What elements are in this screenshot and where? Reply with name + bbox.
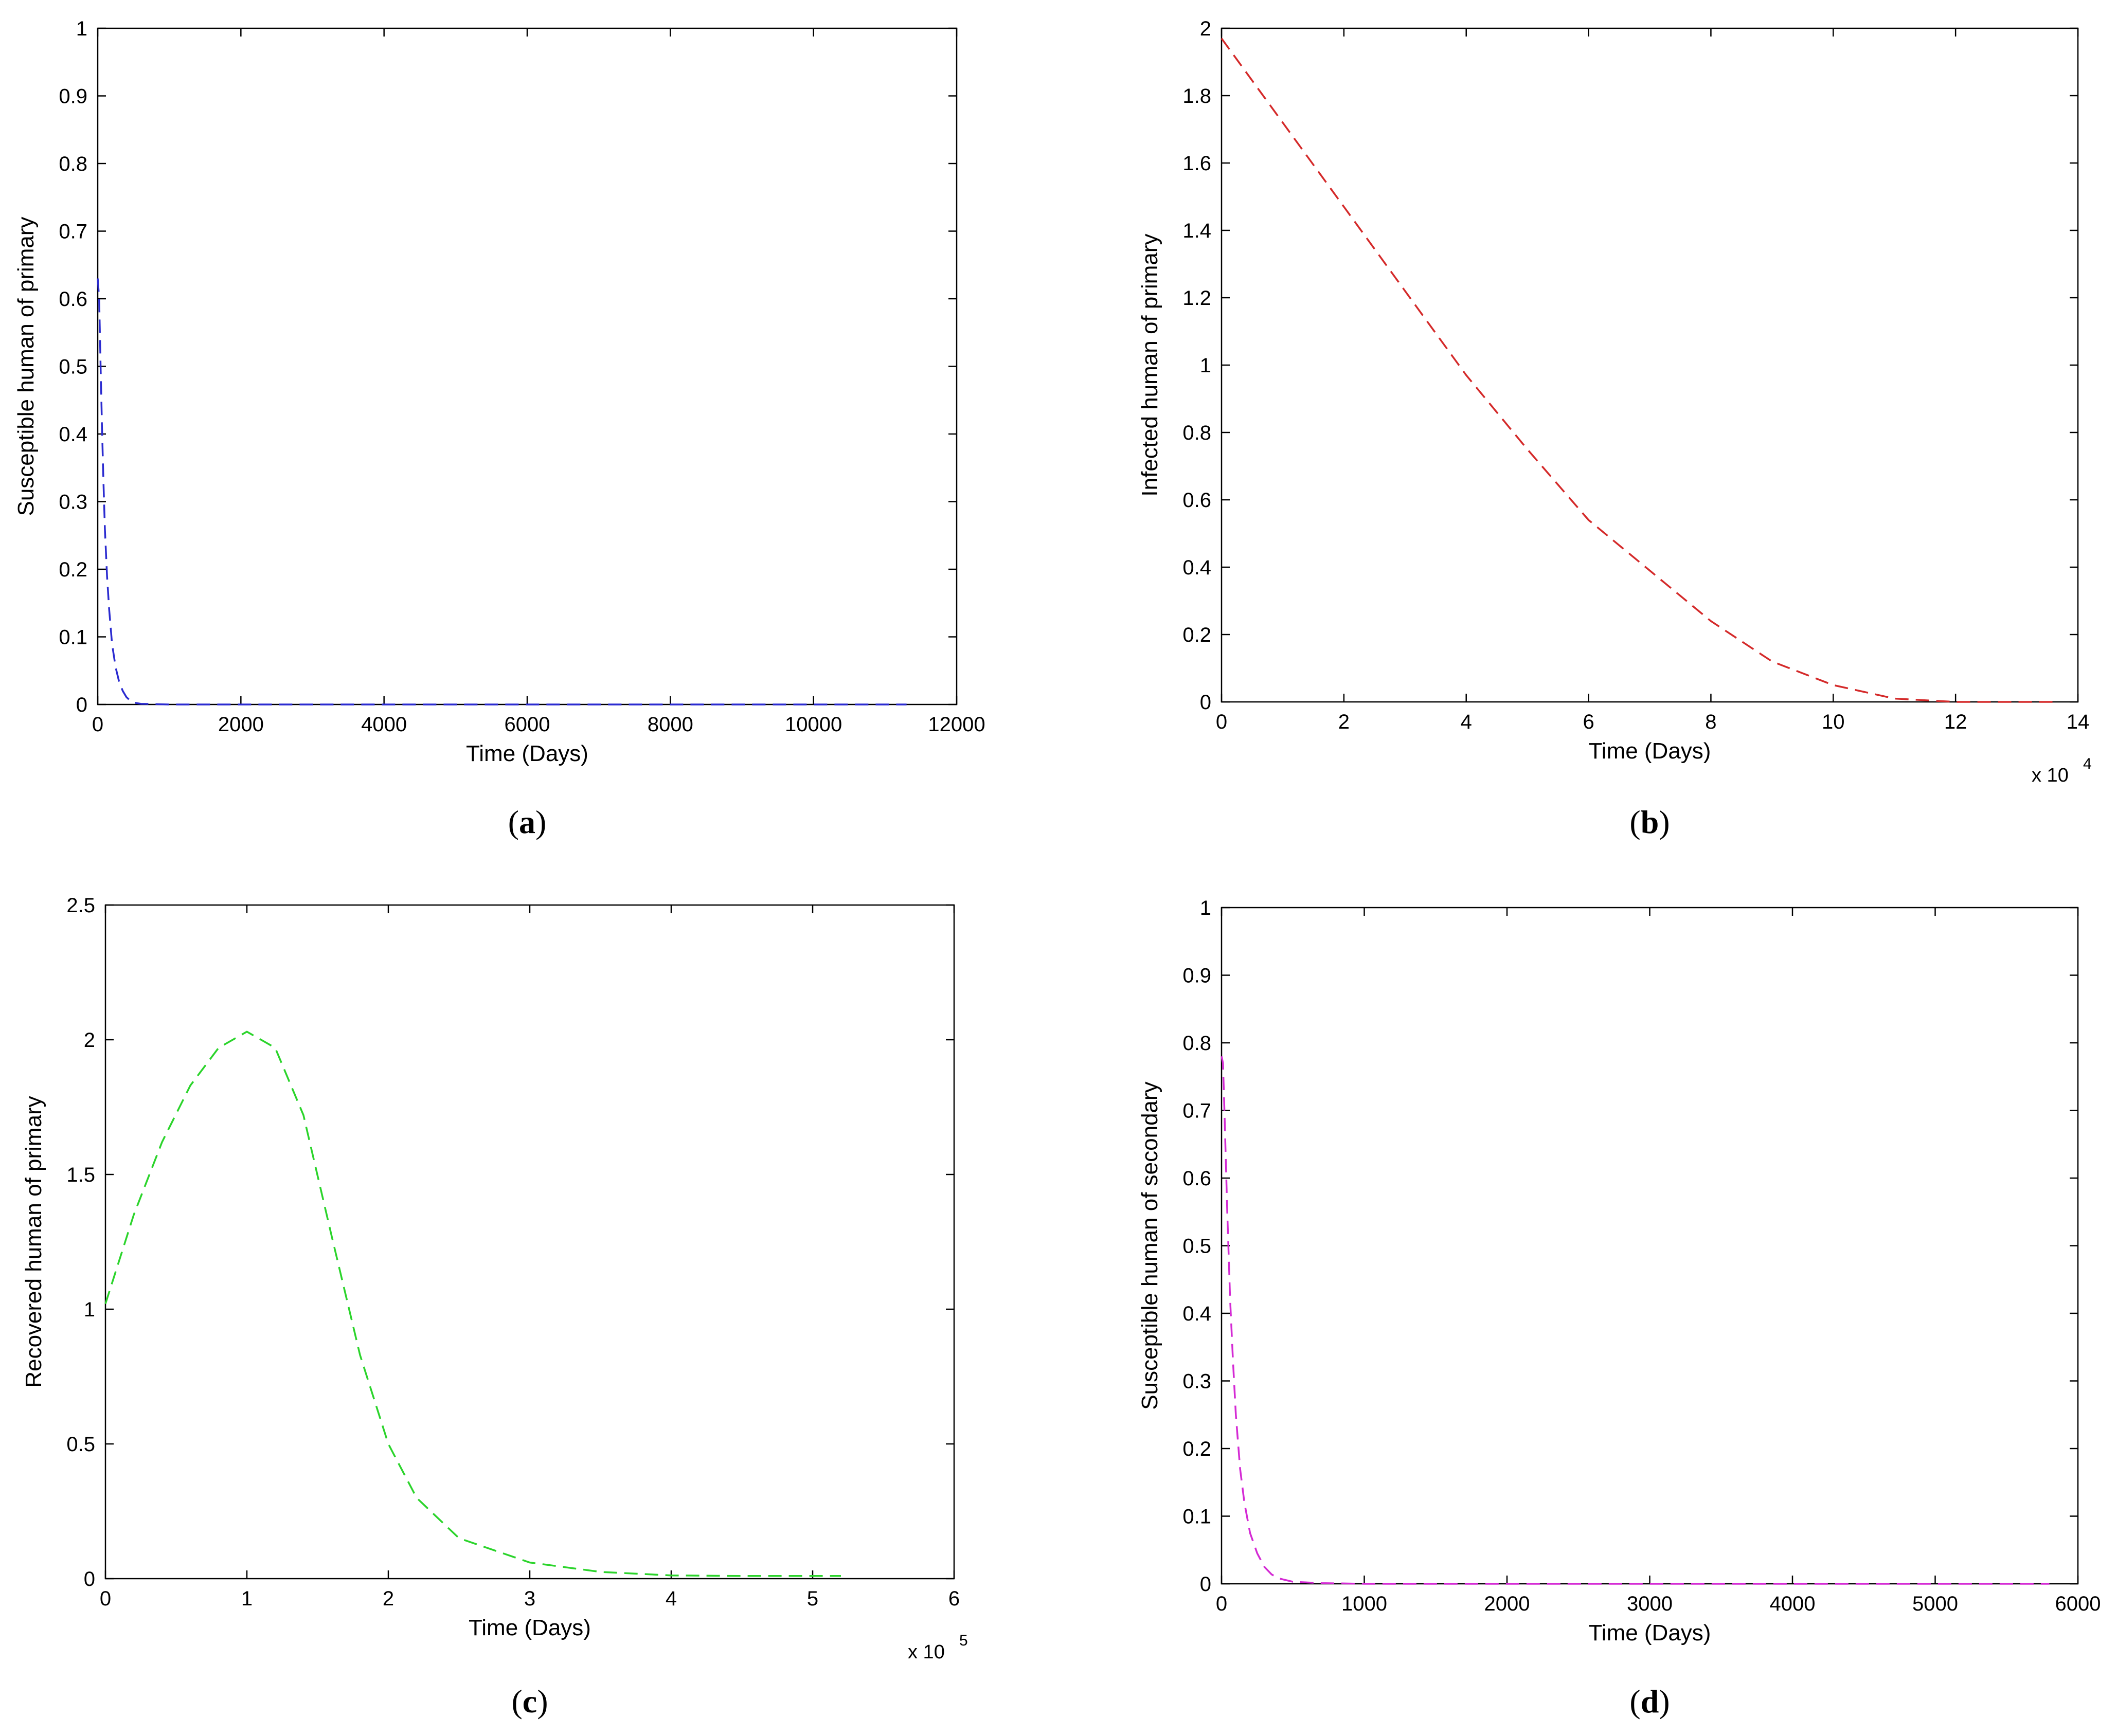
x-axis-exponent-power: 4 [2083,755,2092,772]
x-axis-exponent: x 10 [2032,765,2069,786]
x-tick-label: 12000 [928,713,985,736]
y-tick-label: 0.2 [1182,624,1211,646]
y-tick-label: 0.8 [1182,422,1211,444]
x-axis-label: Time (Days) [1589,738,1711,764]
x-tick-label: 0 [1216,1593,1227,1615]
x-tick-label: 12 [1944,711,1967,733]
y-tick-label: 0.3 [59,491,87,514]
y-tick-label: 0.7 [1182,1100,1211,1123]
panel-caption: (c) [511,1683,548,1720]
series-line-1 [104,1030,841,1577]
x-tick-label: 2000 [1484,1593,1530,1615]
plot-frame [1221,907,2079,1585]
y-tick-label: 0.6 [59,288,87,311]
y-tick-label: 0.9 [1182,965,1211,987]
x-tick-label: 3 [524,1587,535,1610]
y-tick-label: 0.7 [59,221,87,243]
y-axis-label: Susceptible human of secondary [1137,1081,1162,1409]
y-tick-label: 1.5 [66,1164,95,1186]
x-tick-label: 14 [2067,711,2090,733]
series-line-1 [97,278,907,706]
y-tick-label: 0.5 [1182,1235,1211,1258]
x-tick-label: 6 [1583,711,1594,733]
y-axis-label: Recovered human of primary [21,1096,46,1387]
y-tick-label: 0.1 [59,626,87,649]
x-tick-label: 5 [807,1587,818,1610]
y-tick-label: 1.2 [1182,287,1211,310]
x-tick-label: 10 [1822,711,1845,733]
y-tick-label: 0 [84,1568,95,1590]
x-tick-label: 1000 [1341,1593,1387,1615]
y-tick-label: 0 [76,694,87,716]
panel-caption: (b) [1629,804,1670,840]
x-axis-label: Time (Days) [1589,1620,1711,1645]
chart-panel-4: 0 1000 2000 3000 4000 5000 6000 0 0.1 0.2 0.3 0.4 0.… [1137,897,2101,1720]
series-line-1 [1221,1056,2050,1585]
x-axis-label: Time (Days) [466,741,588,766]
chart-panel-1: 0 2000 4000 6000 8000 10000 12000 0 0.1 0.2 0.3 0.4… [13,17,985,840]
x-tick-label: 8 [1705,711,1716,733]
y-tick-label: 0.9 [59,85,87,108]
x-axis-exponent: x 10 [908,1641,945,1663]
y-tick-label: 2 [1200,17,1211,40]
y-tick-label: 1 [84,1298,95,1321]
y-tick-label: 0.5 [59,356,87,378]
x-tick-label: 6 [948,1587,960,1610]
x-tick-label: 0 [100,1587,111,1610]
x-axis-exponent-power: 5 [959,1632,968,1649]
x-tick-label: 3000 [1627,1593,1673,1615]
y-tick-label: 1.8 [1182,85,1211,107]
x-tick-label: 4000 [1770,1593,1816,1615]
y-axis-label: Infected human of primary [1137,233,1162,496]
x-tick-label: 6000 [505,713,550,736]
plot-frame [1221,27,2079,703]
y-tick-label: 0.6 [1182,489,1211,512]
x-tick-label: 2 [383,1587,394,1610]
y-tick-label: 0.4 [1182,1303,1211,1325]
y-tick-label: 0.5 [66,1433,95,1456]
plot-frame [104,904,955,1580]
y-tick-label: 2 [84,1029,95,1052]
y-tick-label: 1 [1200,897,1211,919]
x-tick-label: 2 [1338,711,1350,733]
y-tick-label: 1.6 [1182,152,1211,175]
x-tick-label: 4 [1461,711,1472,733]
x-tick-label: 4000 [361,713,407,736]
series-line-1 [1221,38,2054,703]
x-tick-label: 5000 [1912,1593,1958,1615]
x-tick-label: 8000 [648,713,693,736]
x-tick-label: 0 [1216,711,1227,733]
y-tick-label: 0 [1200,691,1211,714]
y-tick-label: 0.8 [1182,1032,1211,1055]
y-tick-label: 0.2 [59,558,87,581]
y-tick-label: 1 [1200,354,1211,377]
y-axis-label: Susceptible human of primary [13,216,39,516]
y-tick-label: 0.1 [1182,1506,1211,1528]
y-tick-label: 0.4 [1182,556,1211,579]
x-tick-label: 0 [92,713,103,736]
chart-panel-2: 0 2 4 6 8 10 12 14 0 0.2 0.4 0.6 0.8 1 1.2 1.4 1.6 1.8 2 Ti… [1137,17,2092,840]
y-tick-label: 1 [76,17,87,40]
panel-caption: (a) [508,804,547,840]
y-tick-label: 0 [1200,1573,1211,1596]
y-tick-label: 0.8 [59,153,87,175]
y-tick-label: 0.6 [1182,1167,1211,1190]
y-tick-label: 0.4 [59,423,87,446]
x-tick-label: 10000 [785,713,842,736]
y-tick-label: 0.3 [1182,1370,1211,1393]
y-tick-label: 0.2 [1182,1438,1211,1460]
x-axis-label: Time (Days) [469,1615,591,1640]
y-tick-label: 1.4 [1182,220,1211,242]
x-tick-label: 6000 [2055,1593,2101,1615]
plot-frame [97,27,958,706]
x-tick-label: 2000 [218,713,264,736]
panel-caption: (d) [1629,1683,1670,1720]
x-tick-label: 4 [666,1587,677,1610]
x-tick-label: 1 [241,1587,253,1610]
y-tick-label: 2.5 [66,894,95,917]
chart-panel-3: 0 1 2 3 4 5 6 0 0.5 1 1.5 2 2.5 Time (Days) Recovered … [21,894,968,1720]
